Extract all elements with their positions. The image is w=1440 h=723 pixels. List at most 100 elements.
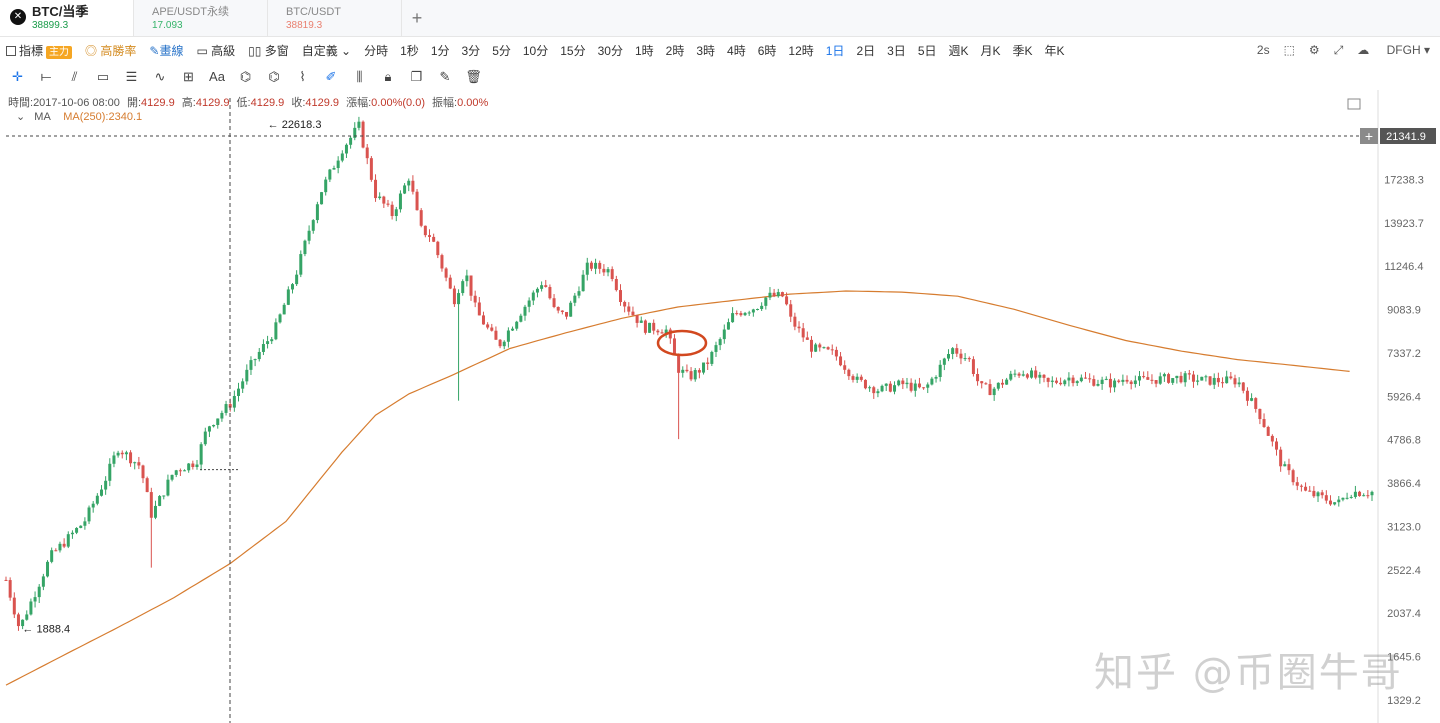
multi-window-label: 多窗 [264, 43, 289, 58]
candle-body [419, 210, 423, 226]
period-17[interactable]: 5日 [917, 43, 937, 58]
period-6[interactable]: 15分 [560, 43, 586, 58]
candle-body [83, 521, 87, 526]
note-icon[interactable]: ✎ [439, 69, 451, 84]
candle-body [149, 492, 153, 518]
lock-icon[interactable]: 🔒︎ [384, 69, 392, 84]
candle-body [1158, 376, 1162, 384]
period-16[interactable]: 3日 [887, 43, 906, 58]
main-badge[interactable]: 主力 [46, 45, 73, 59]
candle-body [286, 289, 290, 305]
candle-body [1254, 398, 1258, 409]
candles [4, 116, 1374, 631]
wave-icon[interactable]: ∿ [154, 69, 166, 84]
horizontal-line-icon[interactable]: ⟝ [40, 69, 52, 84]
candle-body [394, 209, 398, 217]
candle-body [643, 320, 647, 333]
candle-body [1362, 495, 1366, 497]
win-rate-button[interactable]: ◎ 高勝率 [85, 43, 137, 58]
amp-label: 振幅: [432, 97, 458, 109]
candle-body [905, 382, 909, 385]
collapse-icon[interactable]: ⌄ [16, 111, 26, 123]
candle-body [1353, 491, 1357, 497]
refresh-rate[interactable]: 2s [1256, 43, 1270, 57]
highlighter-icon[interactable]: ⌬ [268, 69, 280, 84]
candle-body [369, 158, 373, 180]
fib-icon[interactable]: ☰ [125, 69, 138, 84]
candle-body [652, 322, 656, 331]
candle-body [153, 505, 157, 518]
close-label: 收: [291, 97, 306, 109]
period-7[interactable]: 30分 [597, 43, 623, 58]
candle-body [1275, 441, 1279, 450]
candle-body [133, 462, 137, 464]
candle-body [124, 452, 128, 455]
tab-btc-quarter[interactable]: ✕ BTC/当季 38899.3 [0, 0, 134, 36]
screenshot-icon[interactable]: ⬚ [1283, 43, 1295, 57]
settings-icon[interactable]: ⚙ [1308, 43, 1320, 57]
candle-body [37, 586, 41, 598]
price-axis: +21341.9 17238.3 13923.7 11246.4 9083.9 7337.… [1360, 90, 1436, 723]
candles-icon[interactable]: ⫼ [356, 69, 363, 84]
period-21[interactable]: 年K [1044, 43, 1065, 58]
candle-body [805, 337, 809, 340]
period-15[interactable]: 2日 [856, 43, 876, 58]
trash-icon[interactable]: 🗑︎ [465, 69, 482, 84]
period-4[interactable]: 5分 [492, 43, 511, 58]
period-5[interactable]: 10分 [522, 43, 549, 58]
parallel-lines-icon[interactable]: ⫽ [71, 69, 78, 84]
candle-body [216, 418, 220, 425]
candle-body [565, 311, 569, 317]
advanced-button[interactable]: ▭ 高級 [196, 43, 236, 58]
copy-icon[interactable]: ❐ [410, 69, 423, 84]
add-tab-icon[interactable]: + [411, 8, 423, 28]
ruler-icon[interactable]: ⌇ [299, 69, 306, 84]
account-button[interactable]: ☁ DFGH ▾ [1357, 43, 1430, 57]
candle-body [303, 240, 307, 255]
candle-body [448, 277, 452, 289]
period-18[interactable]: 週K [948, 43, 969, 58]
period-20[interactable]: 季K [1012, 43, 1033, 58]
period-10[interactable]: 3時 [696, 43, 716, 58]
indicator-button[interactable]: 指標 主力 [0, 42, 79, 59]
draw-button[interactable]: ✎畫線 [149, 43, 184, 58]
period-13[interactable]: 12時 [788, 43, 814, 58]
period-2[interactable]: 1分 [430, 43, 450, 58]
period-14[interactable]: 1日 [825, 43, 845, 58]
period-1[interactable]: 1秒 [400, 43, 419, 58]
candle-body [809, 339, 813, 352]
candle-body [1113, 380, 1117, 388]
price-chart[interactable]: +21341.9 17238.3 13923.7 11246.4 9083.9 7337.… [0, 90, 1440, 723]
brush-icon[interactable]: ⌬ [239, 69, 252, 84]
period-12[interactable]: 6時 [757, 43, 777, 58]
price-tick-label: 7337.2 [1387, 348, 1421, 360]
candle-body [1304, 486, 1308, 491]
candle-body [1013, 373, 1017, 375]
time-label: 時間: [8, 97, 34, 109]
period-11[interactable]: 4時 [727, 43, 746, 58]
period-0[interactable]: 分時 [364, 43, 389, 58]
candle-body [1154, 380, 1158, 384]
plus-icon: + [1365, 128, 1373, 144]
fullscreen-icon[interactable]: ⤢ [1333, 42, 1344, 57]
candle-body [481, 315, 485, 325]
candle-body [1104, 378, 1108, 380]
multi-window-button[interactable]: ▯▯ 多窗 [248, 43, 289, 58]
period-3[interactable]: 3分 [461, 43, 481, 58]
period-19[interactable]: 月K [980, 43, 1001, 58]
open-label: 開: [126, 97, 142, 109]
tab-btc-usdt[interactable]: BTC/USDT 38819.3 [268, 0, 402, 36]
tab-ape-usdt[interactable]: APE/USDT永续 17.093 [134, 0, 268, 36]
ma-legend[interactable]: ⌄ MA MA(250):2340.1 [16, 110, 142, 123]
crosshair-icon[interactable]: ✛ [12, 69, 23, 84]
custom-dropdown[interactable]: 自定義 ⌄ [301, 43, 352, 58]
candle-body [1005, 379, 1009, 385]
candle-body [1034, 370, 1038, 378]
pen-icon[interactable]: ✐ [325, 69, 337, 84]
chart-toolbar: 指標 主力 ◎ 高勝率 ✎畫線 ▭ 高級 ▯▯ 多窗 自定義 ⌄ 分時 1秒 1分 3分… [0, 38, 1440, 62]
period-8[interactable]: 1時 [634, 43, 654, 58]
period-9[interactable]: 2時 [665, 43, 685, 58]
text-icon[interactable]: Aa [209, 69, 225, 84]
rectangle-icon[interactable]: ▭ [96, 69, 110, 84]
measure-icon[interactable]: ⊞ [183, 69, 194, 84]
